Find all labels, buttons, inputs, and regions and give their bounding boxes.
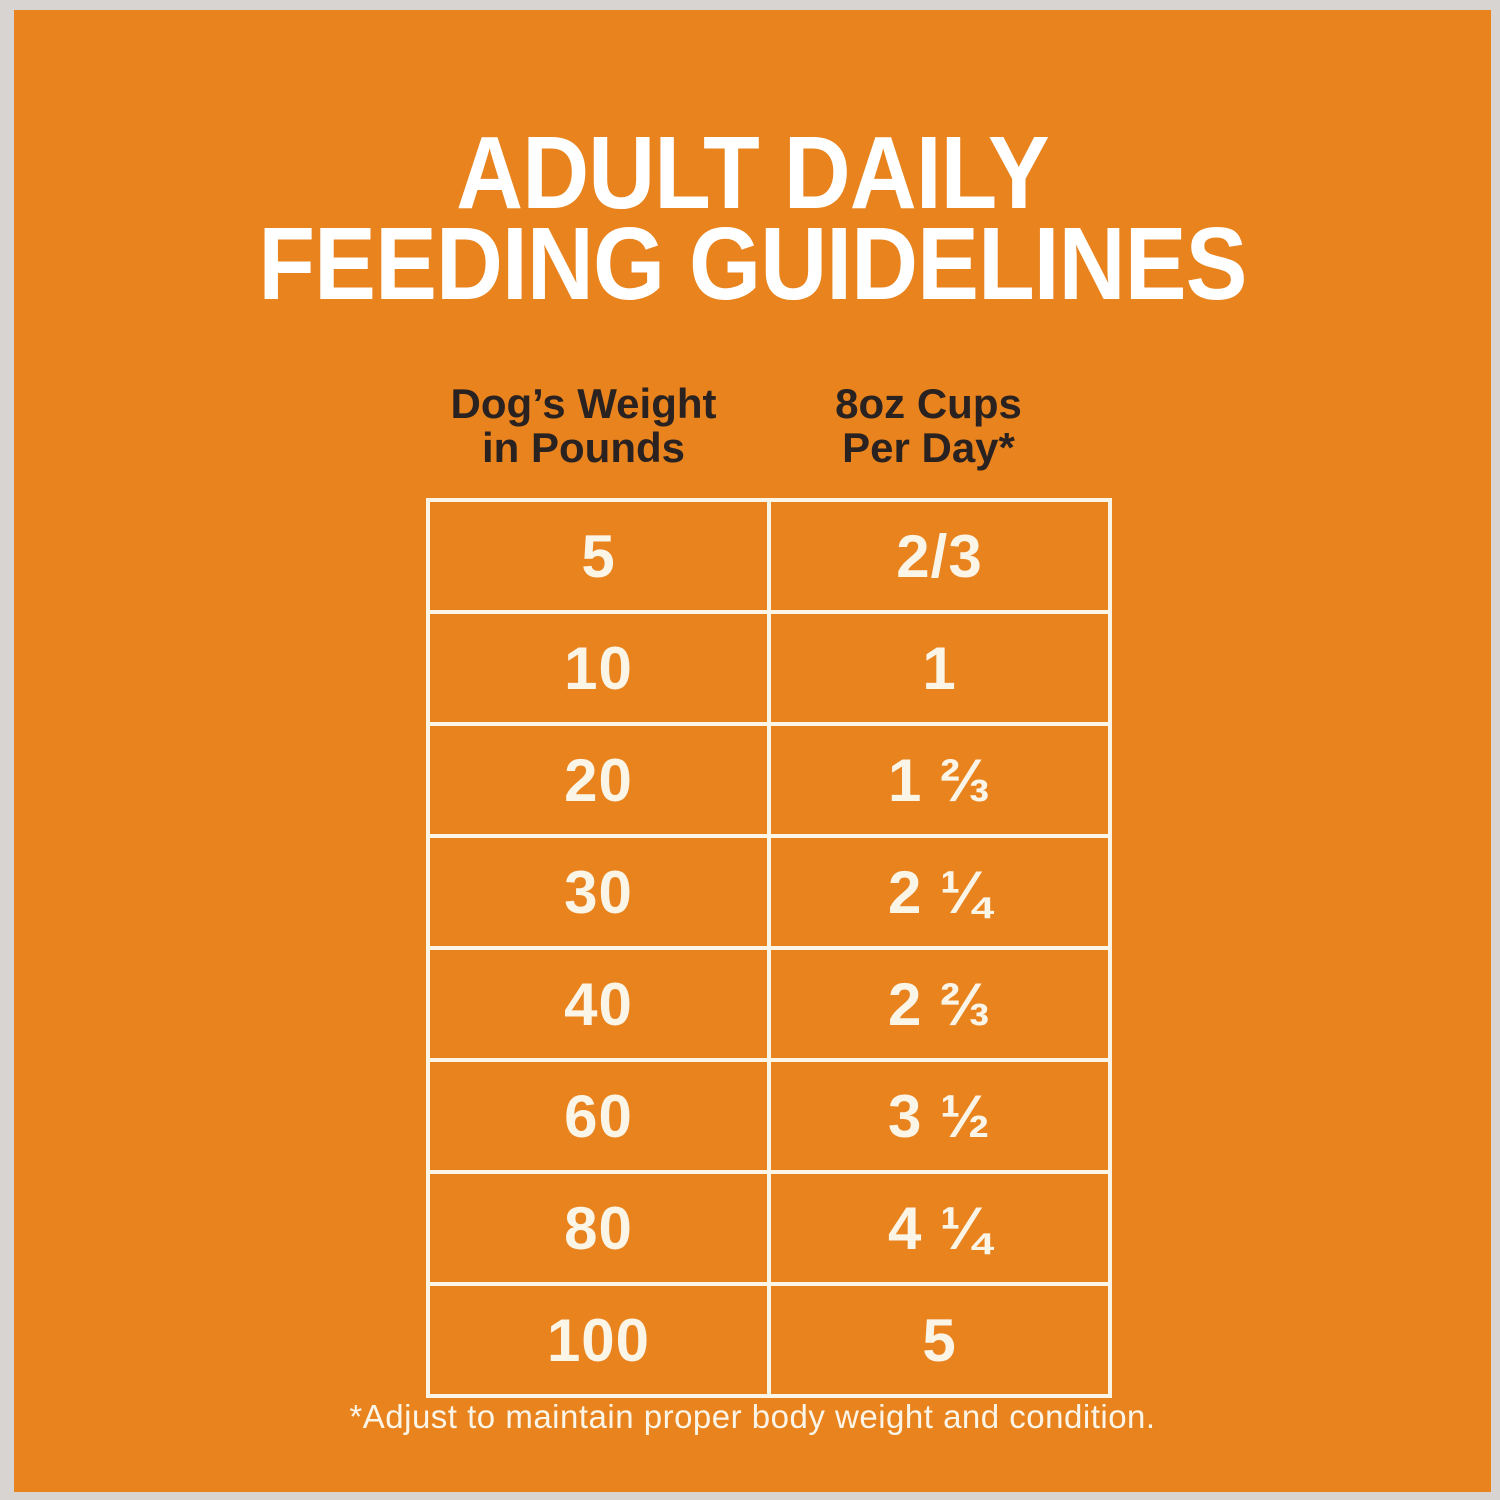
weight-cell: 5 [426,498,771,614]
table-row: 10 1 [426,610,1112,726]
adjustment-footnote: *Adjust to maintain proper body weight a… [349,1398,1156,1435]
weight-cell: 100 [426,1282,771,1398]
cups-cell: 4 ¼ [767,1170,1112,1286]
table-row: 30 2 ¼ [426,834,1112,950]
cups-cell: 2 ⅔ [767,946,1112,1062]
table-row: 20 1 ⅔ [426,722,1112,838]
table-row: 100 5 [426,1282,1112,1398]
table-row: 5 2/3 [426,498,1112,614]
table-row: 60 3 ½ [426,1058,1112,1174]
cups-cell: 3 ½ [767,1058,1112,1174]
cups-cell: 2/3 [767,498,1112,614]
cups-cell: 1 [767,610,1112,726]
feeding-table-body: 5 2/3 10 1 20 1 ⅔ 30 2 ¼ 40 2 ⅔ 60 3 ½ 80 4 ¼ 100 5 [426,498,1112,1398]
weight-cell: 10 [426,610,771,726]
cups-cell: 1 ⅔ [767,722,1112,838]
page-title: ADULT DAILY FEEDING GUIDELINES [258,115,1247,321]
cups-cell: 2 ¼ [767,834,1112,950]
weight-cell: 30 [426,834,771,950]
column-header-cups-per-day: 8oz Cups Per Day* [835,380,1022,471]
orange-panel: ADULT DAILY FEEDING GUIDELINES Dog’s Wei… [14,10,1491,1492]
feeding-guidelines-table: 5 2/3 10 1 20 1 ⅔ 30 2 ¼ 40 2 ⅔ 60 3 ½ 80 4 ¼ 100 5 [426,498,1112,1398]
weight-cell: 60 [426,1058,771,1174]
table-row: 80 4 ¼ [426,1170,1112,1286]
column-header-dogs-weight: Dog’s Weight in Pounds [450,380,717,471]
weight-cell: 20 [426,722,771,838]
weight-cell: 40 [426,946,771,1062]
table-row: 40 2 ⅔ [426,946,1112,1062]
cups-cell: 5 [767,1282,1112,1398]
weight-cell: 80 [426,1170,771,1286]
